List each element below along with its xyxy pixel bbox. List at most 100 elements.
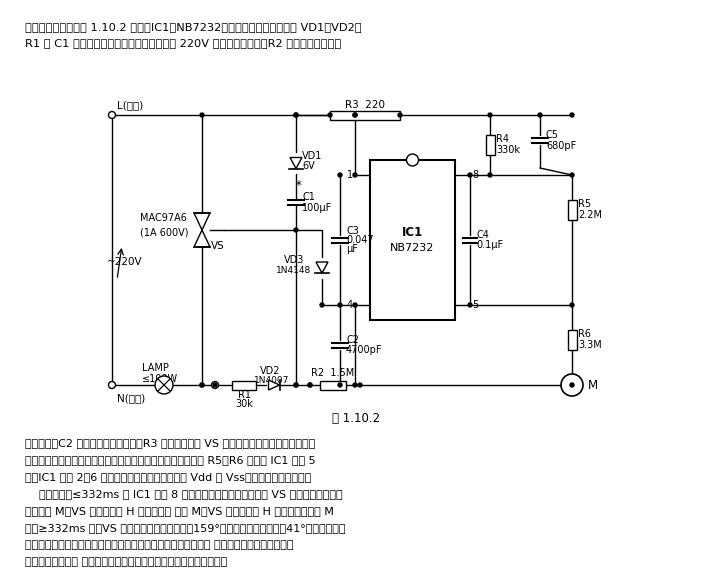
Text: N(零线): N(零线) — [117, 393, 145, 403]
Text: 时间≥332ms 时，VS 移相调光，灯光由最亮（159°）逐渐变暗直到微亮（41°），又逐渐向: 时间≥332ms 时，VS 移相调光，灯光由最亮（159°）逐渐变暗直到微亮（4… — [25, 523, 346, 533]
Circle shape — [353, 303, 357, 307]
Text: 电灯时仍起始于这 一亮度，但灯光亮度变化方向与上次调光时相反。: 电灯时仍起始于这 一亮度，但灯光亮度变化方向与上次调光时相反。 — [25, 557, 228, 567]
Circle shape — [353, 383, 357, 387]
Text: 1N4007: 1N4007 — [255, 376, 289, 385]
Text: 最亮变化，周期往复。人手触摸停止，则灯光不再变化而保持这 一瞬间的亮度。下次再开启: 最亮变化，周期往复。人手触摸停止，则灯光不再变化而保持这 一瞬间的亮度。下次再开… — [25, 540, 294, 550]
Circle shape — [294, 383, 298, 387]
Text: C2: C2 — [346, 335, 359, 345]
Bar — [320, 380, 346, 389]
Text: 图 1.10.2: 图 1.10.2 — [332, 412, 380, 425]
Text: R1: R1 — [237, 390, 250, 400]
Text: 100μF: 100μF — [302, 203, 332, 213]
Text: NB7232: NB7232 — [390, 243, 434, 253]
Circle shape — [338, 173, 342, 177]
Text: VD1: VD1 — [302, 151, 322, 161]
Circle shape — [353, 173, 357, 177]
Text: R4: R4 — [496, 134, 509, 144]
Circle shape — [468, 303, 472, 307]
Circle shape — [308, 383, 312, 387]
Circle shape — [468, 173, 472, 177]
Circle shape — [338, 303, 342, 307]
Text: VS: VS — [211, 241, 225, 251]
Circle shape — [488, 173, 492, 177]
Text: MAC97A6: MAC97A6 — [140, 213, 187, 223]
Polygon shape — [290, 158, 302, 169]
Circle shape — [109, 112, 115, 119]
Text: C3: C3 — [346, 226, 359, 236]
Circle shape — [561, 374, 583, 396]
Text: 0.047: 0.047 — [346, 235, 373, 245]
Circle shape — [538, 113, 542, 117]
Circle shape — [109, 382, 115, 389]
Circle shape — [308, 383, 312, 387]
Circle shape — [398, 113, 402, 117]
Circle shape — [200, 383, 204, 387]
Text: R1 与 C1 组成电阵降压半波整流稳压电路从 220V 交流市电中获取。R2 用于从市电中截取: R1 与 C1 组成电阵降压半波整流稳压电路从 220V 交流市电中获取。R2 … — [25, 38, 341, 48]
Text: C1: C1 — [302, 192, 315, 202]
Text: 触摸一下 M、VS 导通，电灯 H 亮；再触摸 一下 M、VS 截止，电灯 H 灯。当人手触摸 M: 触摸一下 M、VS 导通，电灯 H 亮；再触摸 一下 M、VS 截止，电灯 H … — [25, 506, 334, 516]
Circle shape — [570, 173, 574, 177]
Circle shape — [200, 113, 204, 117]
Circle shape — [294, 113, 298, 117]
Bar — [370, 160, 455, 320]
Polygon shape — [194, 230, 210, 247]
Text: VD2: VD2 — [260, 366, 280, 376]
Text: R2  1.5M: R2 1.5M — [311, 368, 355, 378]
Text: ≤100W: ≤100W — [142, 374, 178, 384]
Circle shape — [570, 113, 574, 117]
Circle shape — [294, 383, 298, 387]
Text: R6: R6 — [578, 329, 591, 339]
Circle shape — [338, 383, 342, 387]
Circle shape — [213, 383, 217, 387]
Text: R5: R5 — [578, 199, 591, 209]
Text: L(相线): L(相线) — [117, 100, 143, 110]
Circle shape — [320, 303, 324, 307]
Circle shape — [358, 383, 362, 387]
Text: 当手触时间≤332ms 时 IC1 的第 8 脚输出信号仅控制双向晶闸管 VS 完成开关任务，即: 当手触时间≤332ms 时 IC1 的第 8 脚输出信号仅控制双向晶闸管 VS … — [25, 489, 343, 499]
Circle shape — [294, 113, 298, 117]
Text: VD3: VD3 — [284, 255, 304, 265]
Text: 1: 1 — [347, 170, 353, 180]
Circle shape — [353, 113, 357, 117]
Text: 4700pF: 4700pF — [346, 345, 383, 355]
Text: 30k: 30k — [235, 399, 253, 409]
Text: 2.2M: 2.2M — [578, 210, 602, 220]
Bar — [567, 330, 577, 350]
Text: 0.1μF: 0.1μF — [476, 240, 503, 250]
Bar — [330, 111, 400, 119]
Circle shape — [155, 376, 173, 394]
Polygon shape — [316, 262, 328, 273]
Circle shape — [570, 303, 574, 307]
Circle shape — [211, 382, 218, 389]
Text: *: * — [296, 179, 302, 192]
Text: 680pF: 680pF — [546, 141, 576, 151]
Text: 脚。IC1 的第 2、6 脚功能尚未利用，这里分别接 Vdd 和 Vss，以免悬空产生干扰。: 脚。IC1 的第 2、6 脚功能尚未利用，这里分别接 Vdd 和 Vss，以免悬… — [25, 472, 311, 482]
Text: 3.3M: 3.3M — [578, 340, 602, 350]
Text: 4: 4 — [347, 300, 353, 310]
Text: (1A 600V): (1A 600V) — [140, 227, 188, 237]
Text: ~220V: ~220V — [107, 257, 143, 267]
Text: M: M — [588, 379, 598, 392]
Bar — [486, 135, 494, 155]
Bar — [232, 380, 256, 389]
Circle shape — [200, 383, 204, 387]
Circle shape — [294, 228, 298, 232]
Text: 8: 8 — [472, 170, 478, 180]
Text: R3  220: R3 220 — [345, 100, 385, 110]
Text: 信号（与市电同频率的微弱交流电泄露信号）通过保安电阵器 R5、R6 输入到 IC1 的第 5: 信号（与市电同频率的微弱交流电泄露信号）通过保安电阵器 R5、R6 输入到 IC… — [25, 455, 316, 465]
Text: 本制作的电路图如图 1.10.2 所示。IC1（NB7232）使用的直流电源直接由 VD1、VD2、: 本制作的电路图如图 1.10.2 所示。IC1（NB7232）使用的直流电源直接… — [25, 22, 362, 32]
Bar — [567, 200, 577, 220]
Text: μF: μF — [346, 244, 358, 254]
Circle shape — [570, 383, 574, 387]
Text: 6V: 6V — [302, 161, 315, 171]
Text: IC1: IC1 — [402, 226, 423, 239]
Polygon shape — [269, 380, 279, 390]
Circle shape — [407, 154, 419, 166]
Text: 过零信号。C2 用于滤除尖脉冲干扰。R3 为双向晶闸管 VS 控制极的限流电阵器。人体触摸: 过零信号。C2 用于滤除尖脉冲干扰。R3 为双向晶闸管 VS 控制极的限流电阵器… — [25, 438, 315, 448]
Circle shape — [328, 113, 332, 117]
Text: LAMP: LAMP — [142, 363, 169, 373]
Circle shape — [488, 113, 492, 117]
Text: 5: 5 — [472, 300, 479, 310]
Text: C5: C5 — [546, 130, 559, 140]
Polygon shape — [194, 213, 210, 230]
